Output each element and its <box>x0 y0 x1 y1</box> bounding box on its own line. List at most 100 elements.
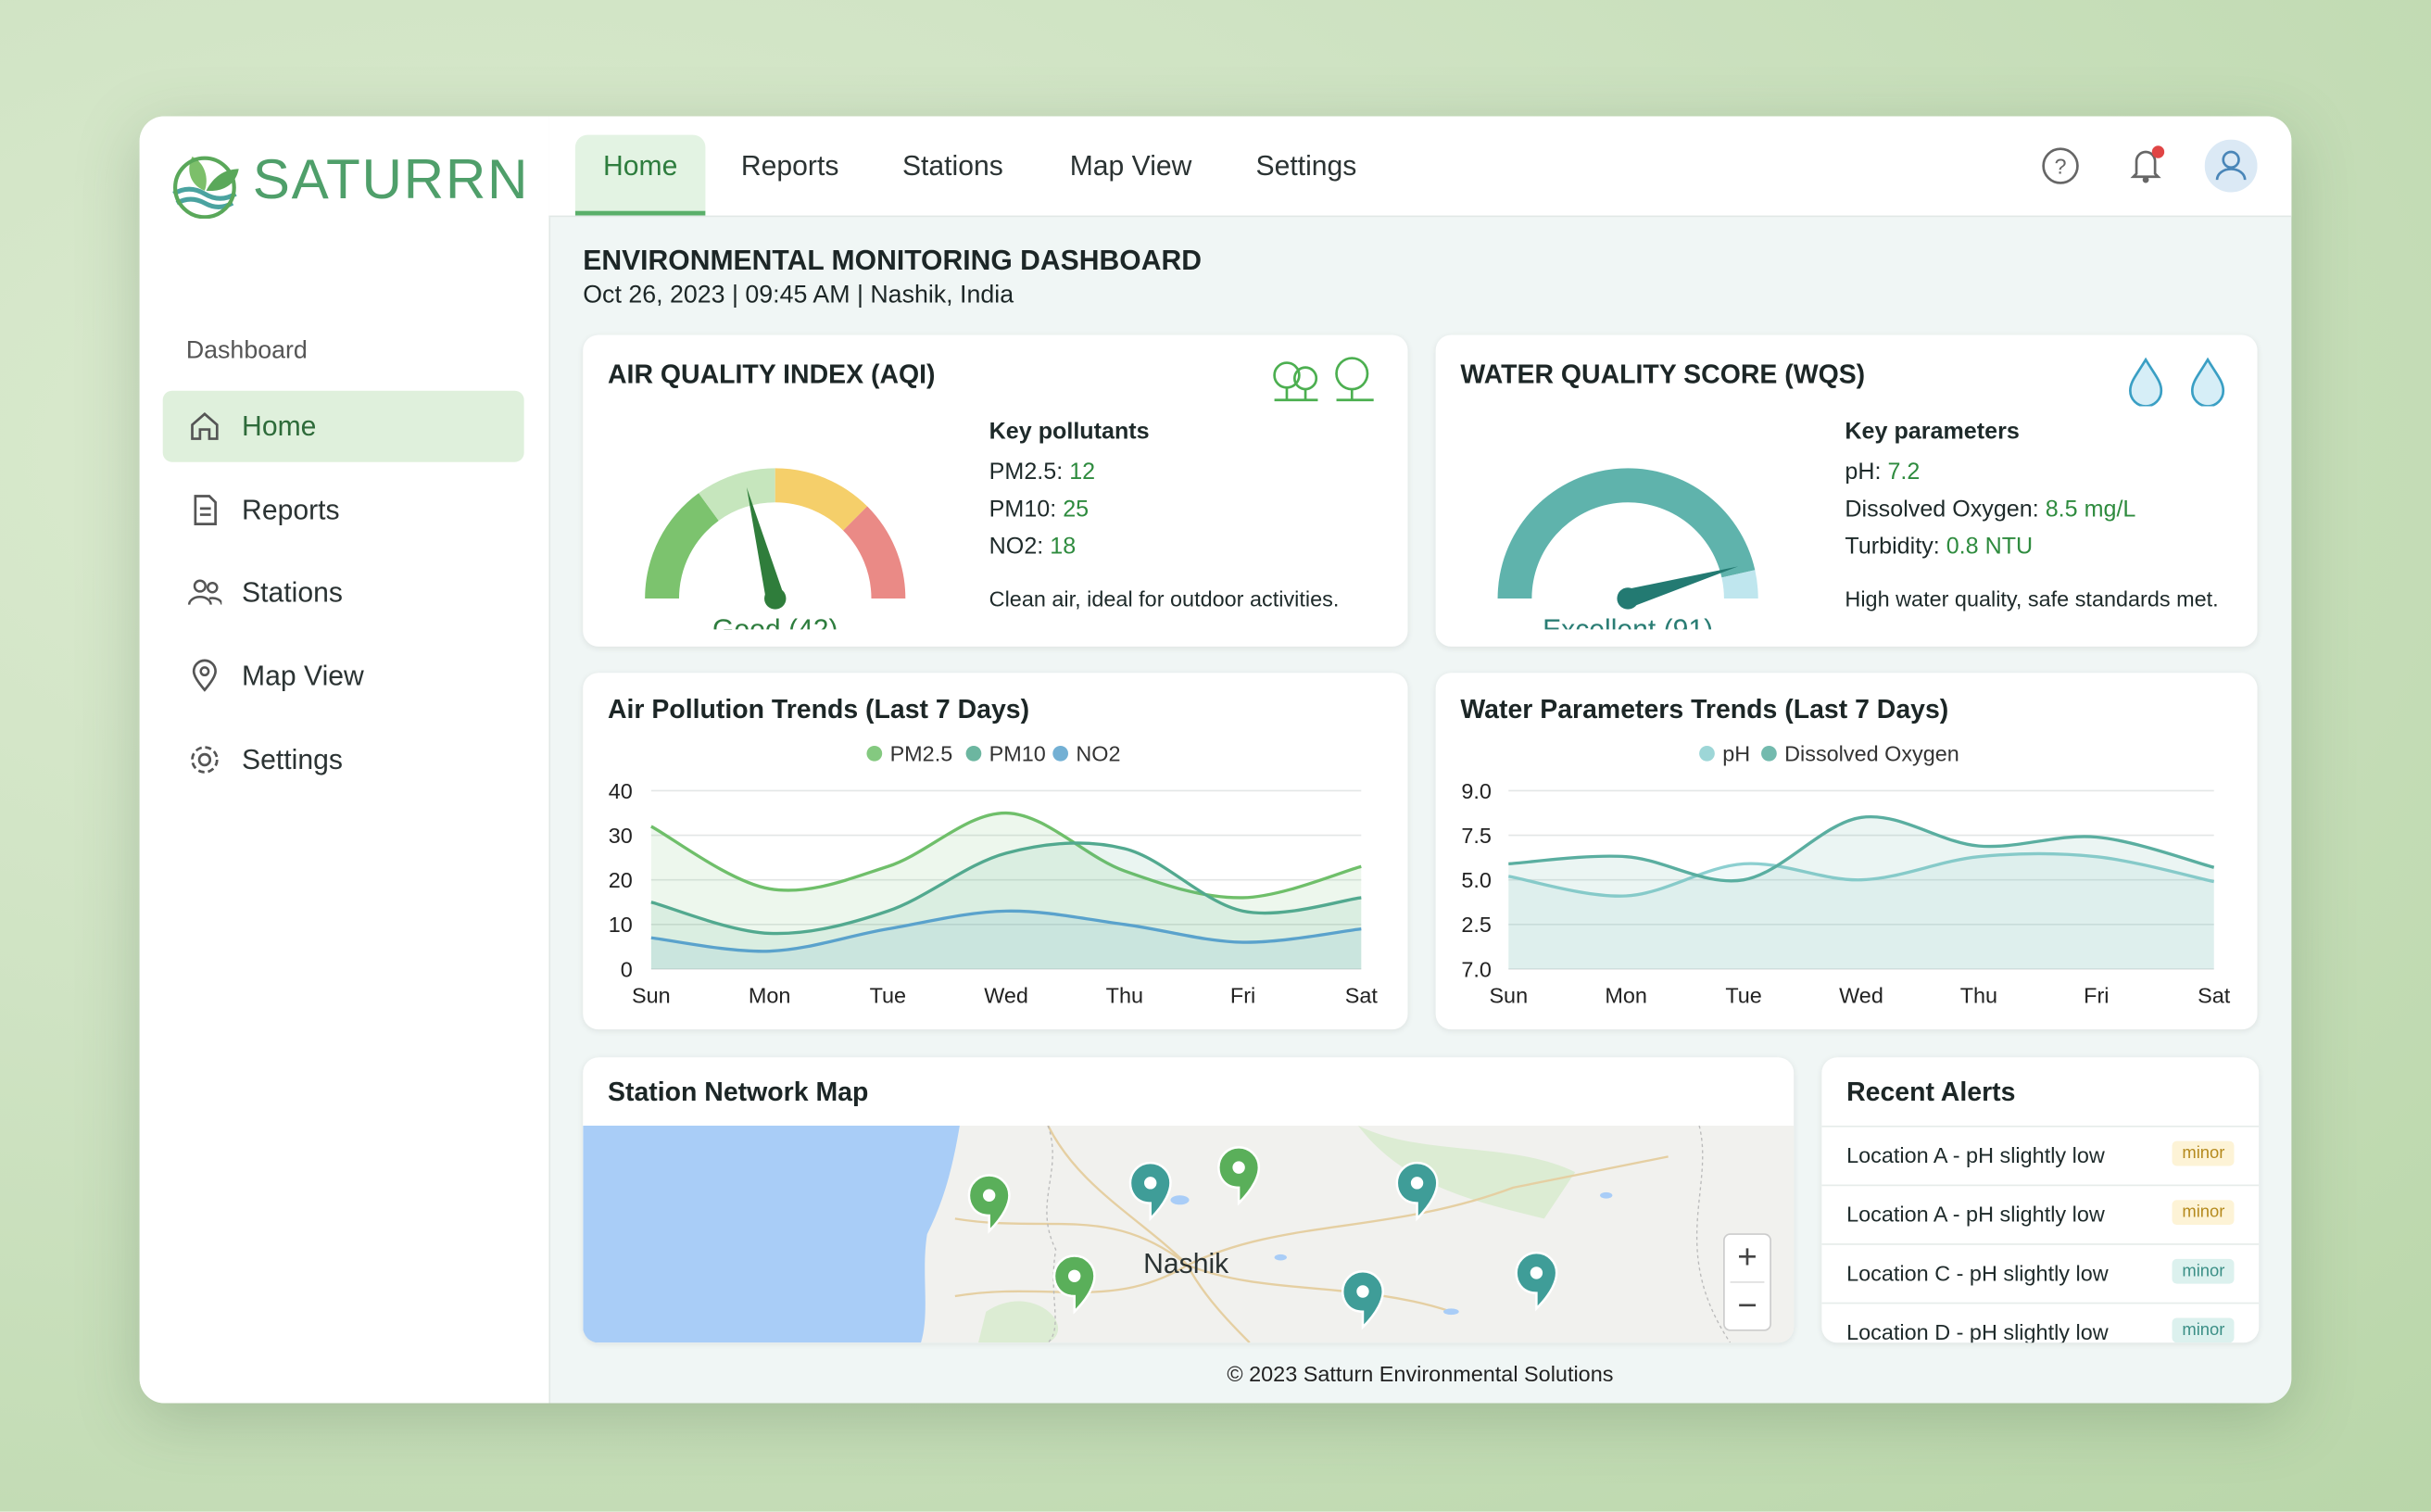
alert-item[interactable]: Location A - pH slightly low minor <box>1821 1184 2260 1244</box>
key-item: Turbidity: 0.8 NTU <box>1845 534 2033 560</box>
y-tick-label: 7.5 <box>1461 824 1492 848</box>
aqi-note: Clean air, ideal for outdoor activities. <box>989 586 1340 611</box>
alert-item[interactable]: Location C - pH slightly low minor <box>1821 1243 2260 1303</box>
nav-tab[interactable]: Map View <box>1069 150 1192 182</box>
menu-icon <box>191 745 219 774</box>
key-label: pH: <box>1845 459 1882 485</box>
sidebar-item[interactable]: Home <box>162 390 524 462</box>
x-tick-label: Sat <box>1345 984 1379 1008</box>
alert-badge: minor <box>2173 1317 2235 1343</box>
svg-text:−: − <box>1737 1286 1757 1324</box>
water-trends-card: Water Parameters Trends (Last 7 Days) pH D… <box>1435 673 2258 1030</box>
gauge-segment <box>775 468 868 531</box>
sidebar-item[interactable]: Map View <box>163 640 524 712</box>
zoom-controls[interactable]: +− <box>1723 1233 1771 1331</box>
key-item: PM10: 25 <box>989 497 1089 523</box>
legend-label: Dissolved Oxygen <box>1784 742 1959 766</box>
wqs-note: High water quality, safe standards met. <box>1845 586 2219 611</box>
key-label: NO2: <box>989 533 1044 561</box>
logo-icon <box>172 156 239 219</box>
nav-tab[interactable]: Home <box>574 134 706 216</box>
card-title: AIR QUALITY INDEX (AQI) <box>607 359 936 390</box>
x-tick-label: Wed <box>1839 984 1883 1008</box>
menu-icon <box>194 494 217 525</box>
nav-tab[interactable]: Stations <box>901 150 1003 182</box>
user-avatar[interactable] <box>2204 139 2258 193</box>
sidebar-item[interactable]: Stations <box>163 557 524 628</box>
key-item: Dissolved Oxygen: 8.5 mg/L <box>1845 497 2135 523</box>
legend-label: NO2 <box>1076 742 1120 766</box>
key-title: Key pollutants <box>989 418 1150 446</box>
gauge-segment <box>645 493 719 598</box>
chart-title: Air Pollution Trends (Last 7 Days) <box>608 695 1029 724</box>
card-title: Station Network Map <box>607 1077 869 1107</box>
y-tick-label: 30 <box>609 824 633 848</box>
key-value: 8.5 mg/L <box>2045 496 2136 523</box>
key-value: 12 <box>1069 459 1096 485</box>
key-item: NO2: 18 <box>989 534 1077 560</box>
app-window: SATURRN Dashboard Home Reports Stations Map… <box>139 116 2292 1404</box>
map: Nashik +− <box>583 1125 1795 1343</box>
alert-badge: minor <box>2173 1200 2235 1226</box>
nav-tab[interactable]: Reports <box>740 150 839 182</box>
key-title: Key parameters <box>1845 418 2020 446</box>
alert-item[interactable]: Location A - pH slightly low minor <box>1821 1125 2260 1185</box>
notification-icon[interactable] <box>2124 143 2168 186</box>
series-line <box>1508 851 2215 898</box>
y-tick-label: 20 <box>609 868 633 892</box>
legend-label: PM2.5 <box>890 742 953 766</box>
gauge-segment <box>1721 570 1758 598</box>
gauge-needle <box>1625 566 1739 608</box>
series-line <box>650 811 1362 900</box>
footer: © 2023 Satturn Environmental Solutions <box>1227 1361 1614 1387</box>
series-area <box>1508 853 2214 969</box>
key-label: PM10: <box>989 496 1057 523</box>
series-area <box>650 842 1362 969</box>
card-title: WATER QUALITY SCORE (WQS) <box>1460 359 1866 390</box>
y-tick-label: 7.0 <box>1461 957 1492 981</box>
key-label: PM2.5: <box>989 459 1064 485</box>
x-tick-label: Tue <box>870 984 906 1008</box>
y-tick-label: 40 <box>609 779 633 803</box>
nav-tab[interactable]: Settings <box>1255 150 1357 182</box>
x-tick-label: Thu <box>1960 984 1997 1008</box>
svg-text:+: + <box>1737 1238 1757 1276</box>
alert-badge: minor <box>2173 1140 2235 1166</box>
sidebar-label: Settings <box>242 743 343 775</box>
x-tick-label: Tue <box>1725 984 1761 1008</box>
brand: SATURRN <box>252 146 530 211</box>
gauge-segment <box>843 506 906 598</box>
legend-swatch <box>866 745 883 762</box>
series-area <box>1508 816 2214 969</box>
gauge-needle <box>746 487 785 601</box>
key-item: PM2.5: 12 <box>989 459 1095 485</box>
map-city-label: Nashik <box>1143 1249 1229 1279</box>
key-label: Turbidity: <box>1845 533 1940 561</box>
legend-swatch <box>965 745 982 762</box>
dashboard-meta: Oct 26, 2023 | 09:45 AM | Nashik, India <box>583 282 1014 309</box>
aqi-card: AIR QUALITY INDEX (AQI) Good (42) Key po… <box>583 334 1408 647</box>
sidebar-label: Map View <box>242 661 364 692</box>
chart-title: Water Parameters Trends (Last 7 Days) <box>1460 695 1948 724</box>
help-icon[interactable]: ? <box>2040 145 2081 186</box>
legend-swatch <box>1761 745 1777 762</box>
sidebar-item[interactable]: Settings <box>163 724 524 795</box>
key-item: pH: 7.2 <box>1845 459 1920 485</box>
x-tick-label: Sat <box>2198 984 2231 1008</box>
x-tick-label: Mon <box>1605 984 1647 1008</box>
key-value: 25 <box>1063 496 1090 523</box>
alert-text: Location A - pH slightly low <box>1846 1201 2105 1227</box>
sidebar-item[interactable]: Reports <box>163 474 524 546</box>
wqs-gauge: Excellent (91) <box>1497 468 1758 629</box>
legend-swatch <box>1052 745 1069 762</box>
alert-item[interactable]: Location D - pH slightly low minor <box>1821 1302 2260 1343</box>
sidebar-section: Dashboard <box>185 337 308 365</box>
key-value: 18 <box>1050 533 1077 561</box>
x-tick-label: Wed <box>984 984 1028 1008</box>
air-trends-chart: Air Pollution Trends (Last 7 Days) PM2.5 P… <box>608 695 1379 1008</box>
alert-text: Location C - pH slightly low <box>1846 1260 2109 1286</box>
series-line <box>650 841 1362 936</box>
gauge-segment <box>1497 468 1756 598</box>
